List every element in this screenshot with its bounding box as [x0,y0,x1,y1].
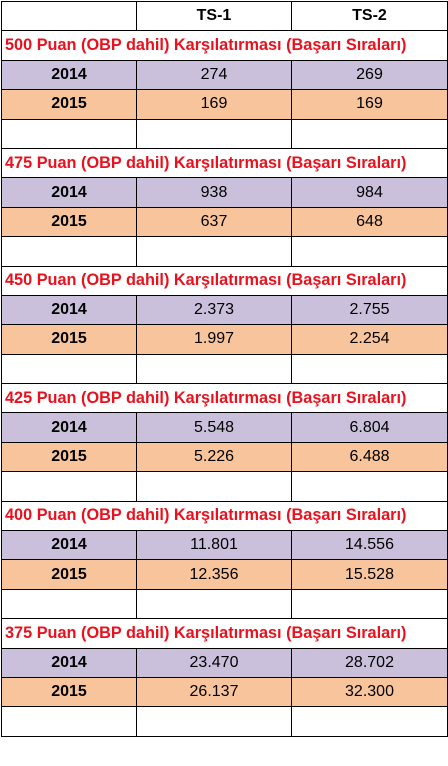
ts1-cell: 23.470 [136,647,292,678]
year-cell: 2014 [1,294,137,326]
empty-cell [1,118,137,149]
empty-cell [291,118,448,149]
spacer-row [1,118,448,149]
ts2-cell: 2.755 [291,294,448,326]
year-cell: 2015 [1,676,137,708]
ts2-cell: 984 [291,177,448,208]
table-row: 2015 169 169 [1,89,448,120]
ts1-cell: 12.356 [136,559,292,590]
ts1-cell: 169 [136,89,292,120]
spacer-row [1,588,448,620]
year-cell: 2014 [1,412,137,443]
empty-cell [291,471,448,502]
ts1-cell: 2.373 [136,294,292,326]
table-row: 2014 2.373 2.755 [1,294,448,326]
empty-cell [291,706,448,737]
ts1-cell: 274 [136,59,292,91]
spacer-row [1,706,448,737]
ts2-cell: 648 [291,206,448,238]
empty-cell [136,118,292,149]
year-cell: 2014 [1,59,137,91]
section-title: 375 Puan (OBP dahil) Karşılatırması (Baş… [1,618,448,649]
empty-cell [291,353,448,385]
empty-cell [1,236,137,267]
year-cell: 2014 [1,647,137,678]
ts1-cell: 1.997 [136,324,292,355]
empty-cell [1,588,137,620]
year-cell: 2015 [1,324,137,355]
ts2-cell: 169 [291,89,448,120]
section-title: 450 Puan (OBP dahil) Karşılatırması (Baş… [1,265,448,296]
section-title-row: 450 Puan (OBP dahil) Karşılatırması (Baş… [1,265,448,296]
section-title-row: 400 Puan (OBP dahil) Karşılatırması (Baş… [1,500,448,532]
ts2-cell: 28.702 [291,647,448,678]
year-cell: 2015 [1,206,137,238]
header-empty-cell [1,0,137,32]
table-body: TS-1 TS-2 500 Puan (OBP dahil) Karşılatı… [1,0,448,737]
ts2-cell: 6.804 [291,412,448,443]
header-ts2: TS-2 [291,0,448,32]
ts1-cell: 5.548 [136,412,292,443]
year-cell: 2015 [1,559,137,590]
header-row: TS-1 TS-2 [1,0,448,32]
table-row: 2014 23.470 28.702 [1,647,448,678]
section-title-row: 475 Puan (OBP dahil) Karşılatırması (Baş… [1,147,448,179]
table-row: 2015 5.226 6.488 [1,441,448,473]
ts1-cell: 5.226 [136,441,292,473]
empty-cell [1,706,137,737]
ts2-cell: 2.254 [291,324,448,355]
comparison-table: TS-1 TS-2 500 Puan (OBP dahil) Karşılatı… [1,0,448,737]
year-cell: 2015 [1,89,137,120]
spacer-row [1,471,448,502]
empty-cell [1,471,137,502]
empty-cell [136,236,292,267]
empty-cell [136,471,292,502]
section-title: 425 Puan (OBP dahil) Karşılatırması (Baş… [1,383,448,414]
table-row: 2015 637 648 [1,206,448,238]
section-title: 475 Puan (OBP dahil) Karşılatırması (Baş… [1,147,448,179]
header-ts1: TS-1 [136,0,292,32]
year-cell: 2014 [1,530,137,561]
section-title-row: 425 Puan (OBP dahil) Karşılatırması (Baş… [1,383,448,414]
table-row: 2014 938 984 [1,177,448,208]
ts1-cell: 11.801 [136,530,292,561]
table-row: 2015 12.356 15.528 [1,559,448,590]
table-row: 2014 11.801 14.556 [1,530,448,561]
year-cell: 2014 [1,177,137,208]
empty-cell [136,706,292,737]
section-title-row: 500 Puan (OBP dahil) Karşılatırması (Baş… [1,30,448,61]
ts2-cell: 15.528 [291,559,448,590]
spacer-row [1,353,448,385]
section-title: 500 Puan (OBP dahil) Karşılatırması (Baş… [1,30,448,61]
ts1-cell: 26.137 [136,676,292,708]
empty-cell [136,353,292,385]
section-title: 400 Puan (OBP dahil) Karşılatırması (Baş… [1,500,448,532]
year-cell: 2015 [1,441,137,473]
table-row: 2014 274 269 [1,59,448,91]
spacer-row [1,236,448,267]
empty-cell [1,353,137,385]
ts1-cell: 938 [136,177,292,208]
ts1-cell: 637 [136,206,292,238]
empty-cell [291,588,448,620]
table-row: 2014 5.548 6.804 [1,412,448,443]
ts2-cell: 32.300 [291,676,448,708]
empty-cell [136,588,292,620]
table-row: 2015 1.997 2.254 [1,324,448,355]
ts2-cell: 6.488 [291,441,448,473]
empty-cell [291,236,448,267]
ts2-cell: 269 [291,59,448,91]
ts2-cell: 14.556 [291,530,448,561]
section-title-row: 375 Puan (OBP dahil) Karşılatırması (Baş… [1,618,448,649]
table-row: 2015 26.137 32.300 [1,676,448,708]
